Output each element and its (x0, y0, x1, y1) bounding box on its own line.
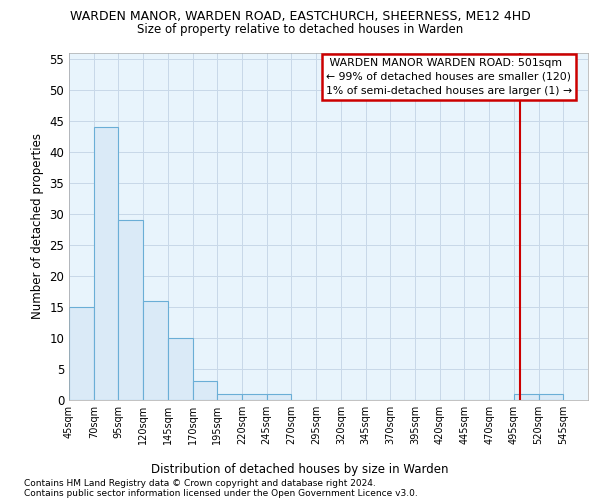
Bar (94, 127, 118, 400)
Bar (217, 394, 242, 400)
Bar (168, 338, 193, 400)
Bar (514, 394, 539, 400)
Text: WARDEN MANOR, WARDEN ROAD, EASTCHURCH, SHEERNESS, ME12 4HD: WARDEN MANOR, WARDEN ROAD, EASTCHURCH, S… (70, 10, 530, 23)
Text: WARDEN MANOR WARDEN ROAD: 501sqm
← 99% of detached houses are smaller (120)
1% o: WARDEN MANOR WARDEN ROAD: 501sqm ← 99% o… (326, 58, 572, 96)
Bar (69, 307, 94, 400)
Text: Size of property relative to detached houses in Warden: Size of property relative to detached ho… (137, 22, 463, 36)
Text: Contains public sector information licensed under the Open Government Licence v3: Contains public sector information licen… (24, 488, 418, 498)
Bar (539, 394, 563, 400)
Bar (118, 220, 143, 400)
Bar (267, 394, 292, 400)
Bar (143, 300, 168, 400)
Bar (242, 394, 267, 400)
Text: Contains HM Land Registry data © Crown copyright and database right 2024.: Contains HM Land Registry data © Crown c… (24, 478, 376, 488)
Text: Distribution of detached houses by size in Warden: Distribution of detached houses by size … (151, 462, 449, 475)
Y-axis label: Number of detached properties: Number of detached properties (31, 133, 44, 320)
Bar (193, 382, 217, 400)
